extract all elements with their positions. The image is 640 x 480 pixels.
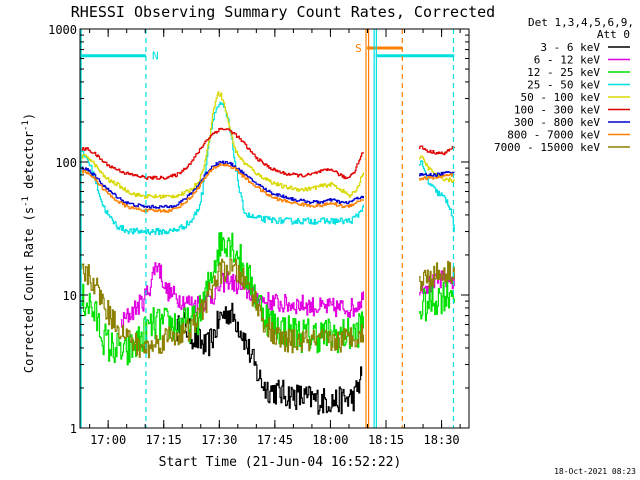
plot-frame (79, 28, 470, 429)
svg-text:Corrected Count Rate (s-1 dete: Corrected Count Rate (s-1 detector-1) (21, 113, 36, 373)
x-tick-label-6: 18:30 (424, 433, 460, 447)
ylabel-sup-2: -1 (21, 120, 31, 131)
y-axis-label: Corrected Count Rate (s-1 detector-1) (21, 113, 36, 373)
series-25-50-kev-line-0 (80, 101, 364, 236)
series-800-7000-kev-line-0 (80, 163, 364, 213)
series-12-25-kev-line-1 (419, 279, 455, 322)
x-tick-label-4: 18:00 (312, 433, 348, 447)
series-300-800-kev-line-1 (419, 171, 455, 177)
legend-label-1: 6 - 12 keV (534, 54, 601, 67)
series-7000-15000-kev-line-0 (80, 258, 364, 359)
x-axis-label: Start Time (21-Jun-04 16:52:22) (159, 455, 402, 470)
x-tick-label-2: 17:30 (201, 433, 237, 447)
legend-label-3: 25 - 50 keV (527, 79, 600, 92)
legend-label-8: 7000 - 15000 keV (494, 141, 600, 154)
series-25-50-kev-line-1 (419, 160, 455, 233)
legend-header-1: Det 1,3,4,5,6,9, (528, 16, 634, 29)
legend-label-7: 800 - 7000 keV (507, 129, 600, 142)
x-tick-label-1: 17:15 (146, 433, 182, 447)
ylabel-end: ) (22, 113, 36, 120)
series-7000-15000-kev-line-1 (419, 260, 455, 292)
x-tick-label-5: 18:15 (368, 433, 404, 447)
series-800-7000-kev-line-1 (419, 173, 455, 181)
ylabel-main: Corrected Count Rate (s (22, 207, 36, 373)
series-300-800-kev-line-0 (80, 160, 364, 209)
x-tick-label-3: 17:45 (257, 433, 293, 447)
legend-label-0: 3 - 6 keV (540, 41, 600, 54)
s-marker-label: S (355, 42, 362, 55)
series-100-300-kev-line-1 (419, 145, 455, 156)
legend-label-6: 300 - 800 keV (514, 116, 600, 129)
n-marker-label: N (152, 50, 159, 63)
y-tick-label-0: 1 (70, 422, 77, 436)
ylabel-sup-1: -1 (21, 196, 31, 207)
legend-header-2: Att 0 (597, 28, 630, 41)
ylabel-mid: detector (22, 131, 36, 196)
x-tick-label-0: 17:00 (90, 433, 126, 447)
series-50-100-kev-line-0 (80, 91, 364, 199)
legend-label-4: 50 - 100 keV (521, 91, 601, 104)
series-3-6-kev-line-0 (176, 302, 363, 415)
legend-label-2: 12 - 25 keV (527, 66, 600, 79)
legend-label-5: 100 - 300 keV (514, 104, 600, 117)
y-tick-label-2: 100 (55, 156, 77, 170)
chart-title: RHESSI Observing Summary Count Rates, Co… (71, 3, 495, 21)
plot-area: N S 17:00 17:15 17:30 17:45 18:00 18:15 18:30 1… (48, 23, 470, 447)
footer-timestamp: 18-Oct-2021 08:23 (554, 467, 636, 476)
y-tick-label-1: 10 (63, 289, 77, 303)
y-tick-label-3: 1000 (48, 23, 77, 37)
series-100-300-kev-line-0 (80, 127, 364, 180)
series-50-100-kev-line-1 (419, 155, 455, 184)
